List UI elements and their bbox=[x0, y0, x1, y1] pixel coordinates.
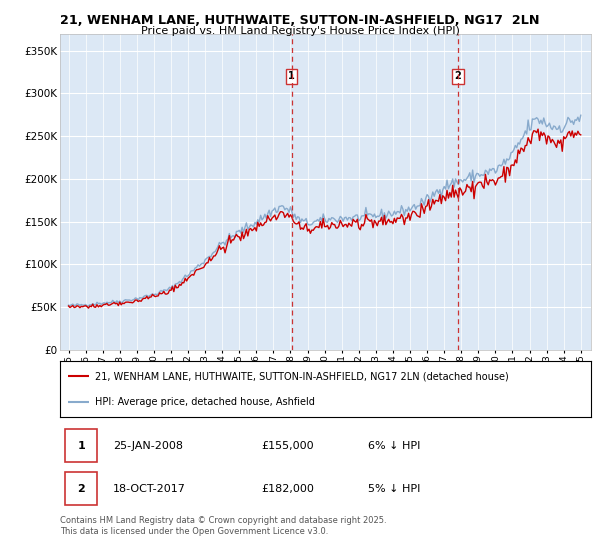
FancyBboxPatch shape bbox=[65, 429, 97, 462]
Text: 1: 1 bbox=[289, 71, 295, 81]
Text: 21, WENHAM LANE, HUTHWAITE, SUTTON-IN-ASHFIELD, NG17  2LN: 21, WENHAM LANE, HUTHWAITE, SUTTON-IN-AS… bbox=[60, 14, 540, 27]
Text: £155,000: £155,000 bbox=[262, 441, 314, 451]
Text: £182,000: £182,000 bbox=[262, 484, 314, 494]
Text: 25-JAN-2008: 25-JAN-2008 bbox=[113, 441, 183, 451]
Text: 18-OCT-2017: 18-OCT-2017 bbox=[113, 484, 186, 494]
Text: 1: 1 bbox=[77, 441, 85, 451]
Text: 21, WENHAM LANE, HUTHWAITE, SUTTON-IN-ASHFIELD, NG17 2LN (detached house): 21, WENHAM LANE, HUTHWAITE, SUTTON-IN-AS… bbox=[95, 371, 508, 381]
Text: Price paid vs. HM Land Registry's House Price Index (HPI): Price paid vs. HM Land Registry's House … bbox=[140, 26, 460, 36]
Text: 5% ↓ HPI: 5% ↓ HPI bbox=[368, 484, 421, 494]
Text: 2: 2 bbox=[454, 71, 461, 81]
Text: 6% ↓ HPI: 6% ↓ HPI bbox=[368, 441, 421, 451]
Text: Contains HM Land Registry data © Crown copyright and database right 2025.
This d: Contains HM Land Registry data © Crown c… bbox=[60, 516, 386, 536]
Text: HPI: Average price, detached house, Ashfield: HPI: Average price, detached house, Ashf… bbox=[95, 397, 314, 407]
FancyBboxPatch shape bbox=[65, 473, 97, 506]
Text: 2: 2 bbox=[77, 484, 85, 494]
